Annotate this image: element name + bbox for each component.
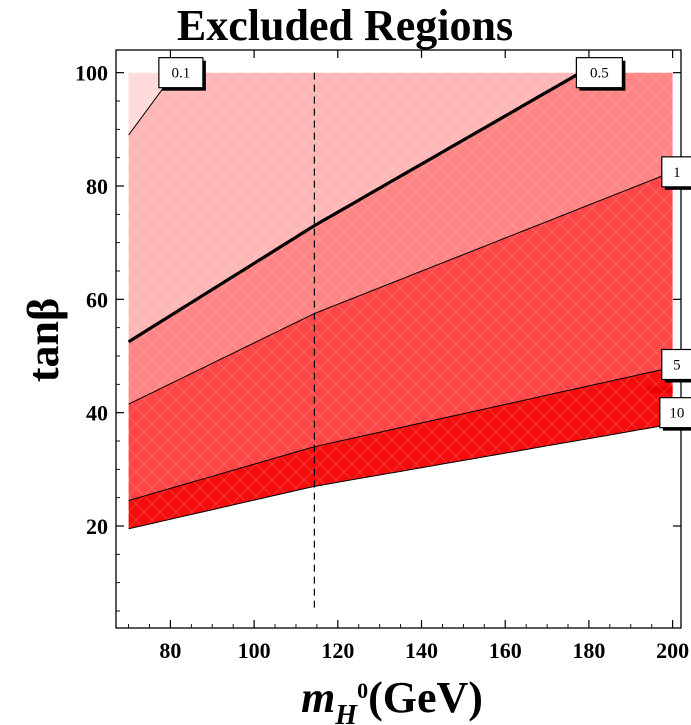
contour-label-text: 10 — [669, 406, 684, 422]
contour-label-5: 5 — [661, 348, 691, 383]
y-tick-label: 60 — [86, 287, 108, 312]
contour-label-box — [575, 57, 623, 89]
x-tick-label: 120 — [321, 638, 354, 663]
contour-label-0-5: 0.5 — [575, 57, 626, 91]
chart-title: Excluded Regions — [177, 1, 513, 50]
contour-line-10 — [128, 423, 673, 530]
x-tick-label: 100 — [238, 638, 271, 663]
contour-label-text: 1 — [673, 165, 681, 181]
contour-label-box — [659, 397, 691, 429]
contour-line-0-5 — [127, 71, 582, 344]
contour-label-text: 0.5 — [590, 66, 609, 82]
contour-label-box — [661, 156, 691, 188]
y-tick-label: 100 — [75, 61, 108, 86]
x-tick-label: 80 — [159, 638, 181, 663]
x-axis-label: mH0(GeV) — [301, 673, 483, 725]
contour-line-1 — [128, 171, 673, 405]
contour-label-box — [661, 348, 691, 381]
x-axis-ticks: 80 100 120 140 160 180 200 — [128, 50, 689, 663]
x-axis-label-superscript: 0 — [357, 678, 368, 703]
x-tick-label: 140 — [405, 638, 438, 663]
contour-label-1: 1 — [661, 156, 691, 190]
x-tick-label: 180 — [572, 638, 605, 663]
contour-label-text: 5 — [673, 358, 681, 374]
y-tick-label: 40 — [86, 401, 108, 426]
contour-label-text: 0.1 — [171, 66, 190, 82]
plot-frame — [115, 49, 682, 629]
x-tick-label: 200 — [656, 638, 689, 663]
contour-line-5 — [128, 366, 673, 501]
x-axis-label-unit: (GeV) — [368, 673, 483, 722]
contour-label-box — [158, 57, 204, 89]
y-axis-ticks: 20 40 60 80 100 — [75, 61, 681, 612]
x-tick-label: 160 — [489, 638, 522, 663]
contour-labels: 0.1 0.5 1 5 10 — [158, 57, 691, 431]
region-texture — [128, 72, 673, 529]
contour-label-0-1: 0.1 — [158, 57, 206, 91]
x-axis-label-subscript: H — [334, 700, 358, 725]
contour-label-10: 10 — [659, 397, 691, 431]
y-tick-label: 20 — [86, 514, 108, 539]
y-tick-label: 80 — [86, 174, 108, 199]
x-axis-label-symbol: m — [301, 673, 335, 722]
y-axis-label: tanβ — [19, 298, 68, 382]
